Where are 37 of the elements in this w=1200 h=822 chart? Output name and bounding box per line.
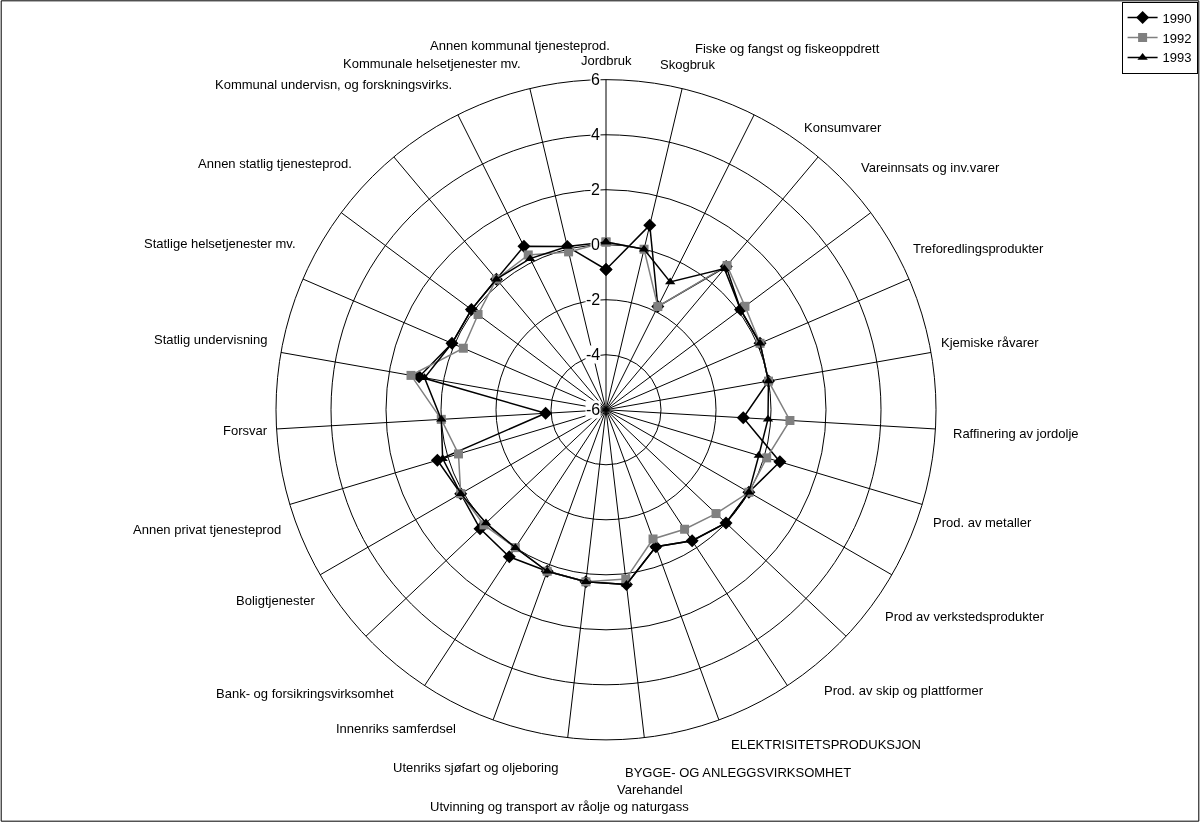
spoke-label: Konsumvarer: [804, 120, 882, 135]
spoke-label: Kjemiske råvarer: [941, 335, 1040, 350]
spoke-label: Raffinering av jordolje: [953, 426, 1079, 441]
legend-label: 1992: [1162, 30, 1192, 46]
spoke-label: BYGGE- OG ANLEGGSVIRKSOMHET: [625, 765, 852, 780]
legend-label: 1993: [1162, 50, 1192, 66]
spoke-label: Utvinning og transport av råolje og naturgass: [430, 799, 690, 814]
spoke-label: Vareinnsats og inv.varer: [861, 160, 1000, 175]
spoke-label: Forsvar: [223, 423, 268, 438]
spoke-label: ELEKTRISITETSPRODUKSJON: [731, 737, 921, 752]
spoke-label: Treforedlingsprodukter: [913, 241, 1044, 256]
spoke-label: Prod. av skip og plattformer: [824, 683, 984, 698]
spoke-label: Utenriks sjøfart og oljeboring: [393, 760, 559, 775]
spoke-label: Annen privat tjenesteprod: [133, 522, 282, 537]
y-tick-label: -4: [586, 346, 601, 363]
spoke-label: Innenriks samferdsel: [336, 721, 457, 736]
legend-label: 1990: [1162, 10, 1192, 26]
y-tick-label: 4: [591, 126, 600, 143]
spoke-label: Varehandel: [617, 782, 683, 797]
y-tick-label: 2: [591, 181, 600, 198]
spoke-label: Jordbruk: [581, 53, 633, 68]
spoke-label: Kommunale helsetjenester mv.: [343, 56, 521, 71]
spoke-label: Statlige helsetjenester mv.: [144, 236, 296, 251]
y-tick-label: 6: [591, 71, 600, 88]
spoke-label: Skogbruk: [660, 57, 716, 72]
spoke-label: Bank- og forsikringsvirksomhet: [216, 686, 395, 701]
spoke-label: Annen kommunal tjenesteprod.: [430, 38, 610, 53]
spoke-label: Statlig undervisning: [154, 332, 268, 347]
y-tick-label: -2: [586, 291, 601, 308]
spoke-label: Prod av verkstedsprodukter: [885, 609, 1045, 624]
y-tick-label: -6: [586, 401, 601, 418]
spoke-label: Boligtjenester: [236, 593, 316, 608]
spoke-label: Fiske og fangst og fiskeoppdrett: [695, 41, 880, 56]
spoke-label: Kommunal undervisn, og forskningsvirks.: [215, 77, 452, 92]
y-tick-label: 0: [591, 236, 600, 253]
spoke-label: Annen statlig tjenesteprod.: [198, 156, 352, 171]
spoke-label: Prod. av metaller: [933, 515, 1032, 530]
